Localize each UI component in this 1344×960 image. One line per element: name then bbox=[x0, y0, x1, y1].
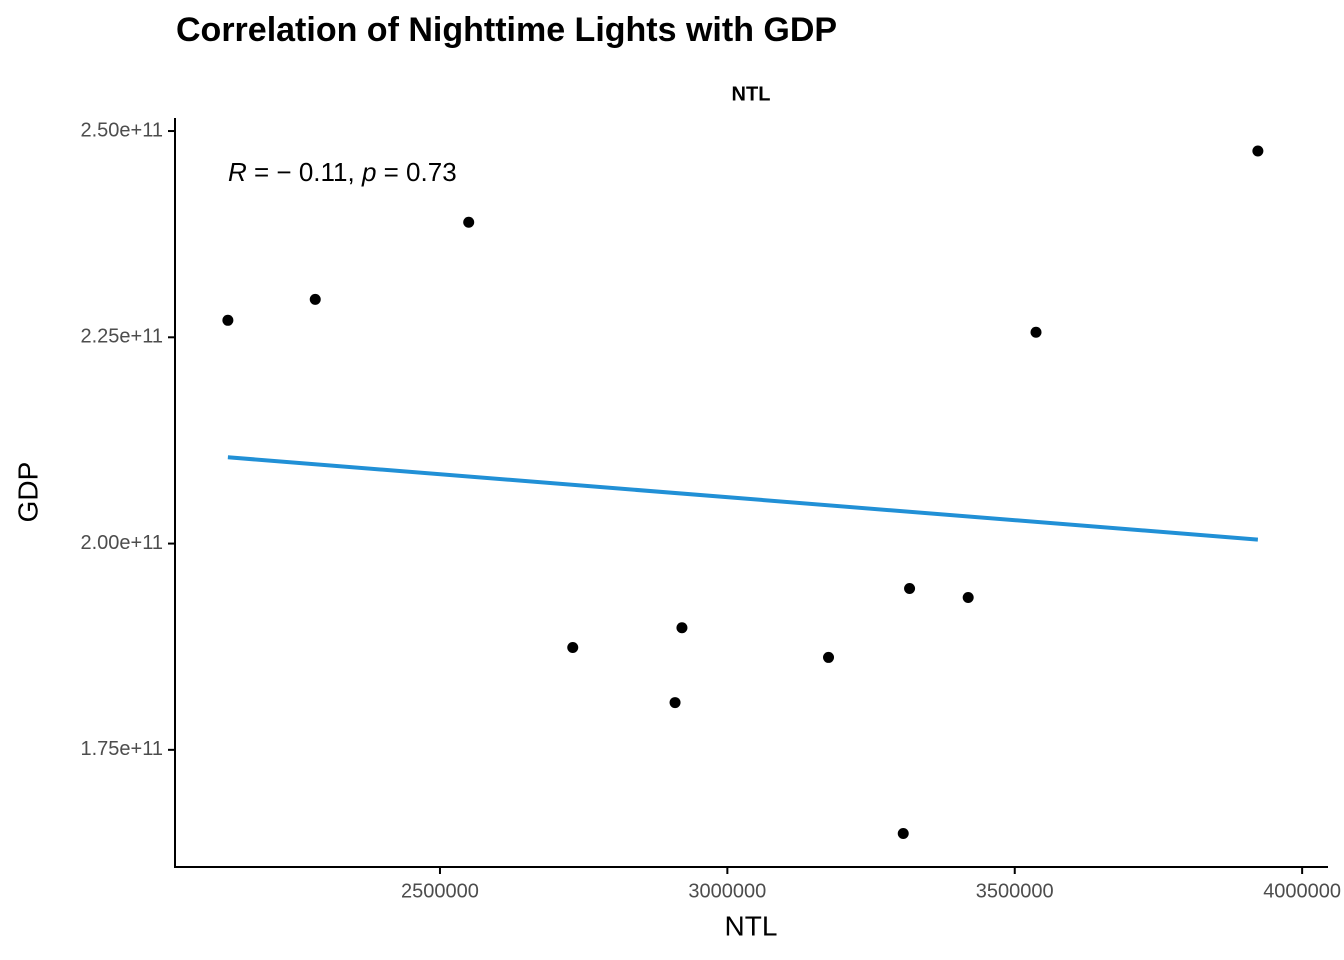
point bbox=[823, 651, 835, 663]
point bbox=[463, 216, 475, 228]
annotation-part: = − 0.11, bbox=[247, 157, 362, 187]
x-axis-title: NTL bbox=[725, 910, 778, 941]
x-tick-label: 2500000 bbox=[401, 880, 479, 902]
point bbox=[567, 642, 579, 654]
annotation-part: R bbox=[228, 157, 247, 187]
annotation-part: = 0.73 bbox=[376, 157, 456, 187]
point bbox=[309, 293, 321, 305]
point bbox=[1030, 326, 1042, 338]
trend-line bbox=[227, 455, 1259, 542]
x-tick-label: 3500000 bbox=[976, 880, 1054, 902]
point bbox=[222, 314, 234, 326]
annotation-part: p bbox=[361, 157, 376, 187]
y-tick-label: 2.50e+11 bbox=[81, 119, 164, 141]
point bbox=[962, 592, 974, 604]
x-tick-label: 4000000 bbox=[1263, 880, 1341, 902]
chart-title: Correlation of Nighttime Lights with GDP bbox=[176, 11, 837, 49]
point bbox=[897, 828, 909, 840]
facet-label: NTL bbox=[732, 83, 771, 105]
x-tick-label: 3000000 bbox=[688, 880, 766, 902]
y-axis-title: GDP bbox=[12, 462, 43, 523]
point bbox=[904, 583, 916, 595]
point bbox=[676, 622, 688, 634]
annotation: R = − 0.11, p = 0.73 bbox=[228, 157, 457, 187]
y-tick-label: 2.25e+11 bbox=[81, 326, 164, 348]
point bbox=[1252, 145, 1264, 157]
y-tick-label: 1.75e+11 bbox=[81, 738, 164, 760]
y-tick-label: 2.00e+11 bbox=[81, 532, 164, 554]
point bbox=[669, 697, 681, 709]
